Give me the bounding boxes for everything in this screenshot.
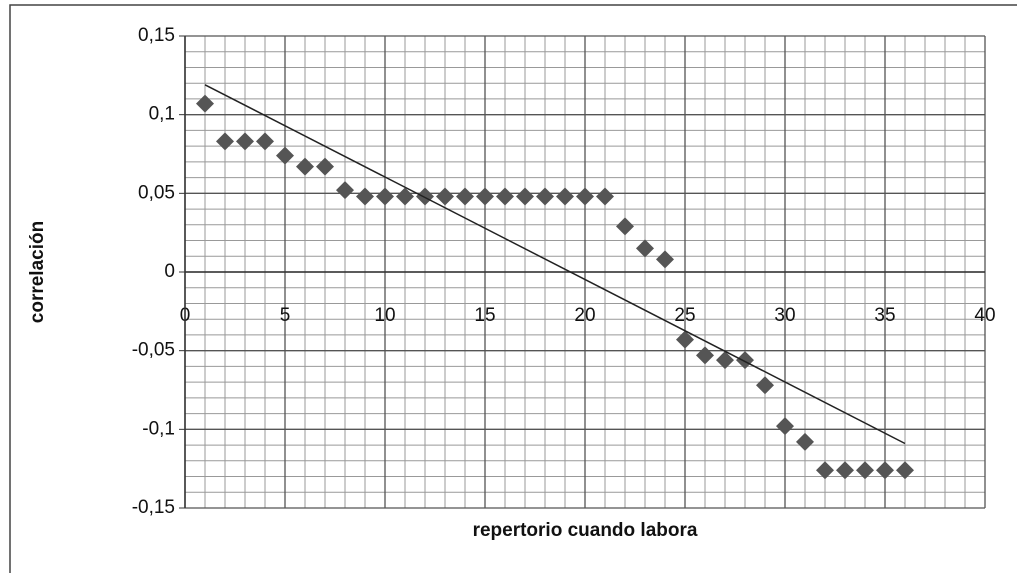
x-axis-label: repertorio cuando labora [473,520,698,541]
point [816,461,834,480]
point [636,239,654,258]
x-tick-label: 40 [974,305,995,326]
x-tick-label: 30 [774,305,795,326]
y-tick-label: 0,15 [138,25,175,46]
point [896,461,914,480]
point [396,187,414,206]
point [756,376,774,395]
point [516,187,534,206]
trend-line [204,84,906,445]
point [316,157,334,176]
point [356,187,374,206]
point [676,330,694,349]
x-tick-label: 10 [374,305,395,326]
y-tick-label: 0 [164,261,175,282]
point [336,181,354,200]
x-tick-label: 20 [574,305,595,326]
point [456,187,474,206]
point [416,187,434,206]
point [276,146,294,165]
point [876,461,894,480]
y-tick-label: 0,1 [149,104,175,125]
y-axis-label: correlación [27,221,48,323]
point [376,187,394,206]
point [596,187,614,206]
point [296,157,314,176]
y-tick-label: -0,15 [132,497,175,518]
point [216,132,234,151]
x-tick-label: 5 [280,305,291,326]
point [236,132,254,151]
point [856,461,874,480]
point [776,417,794,436]
point [556,187,574,206]
x-tick-label: 25 [674,305,695,326]
point [476,187,494,206]
point [656,250,674,269]
point [716,351,734,370]
x-tick-label: 35 [874,305,895,326]
point [436,187,454,206]
x-tick-label: 15 [474,305,495,326]
point [696,346,714,365]
point [616,217,634,236]
point [836,461,854,480]
point [576,187,594,206]
point [496,187,514,206]
point [196,94,214,113]
point [796,432,814,451]
y-tick-label: -0,05 [132,340,175,361]
chart-frame [9,4,1017,573]
y-tick-label: -0,1 [142,418,175,439]
y-tick-label: 0,05 [138,182,175,203]
point [536,187,554,206]
point [256,132,274,151]
